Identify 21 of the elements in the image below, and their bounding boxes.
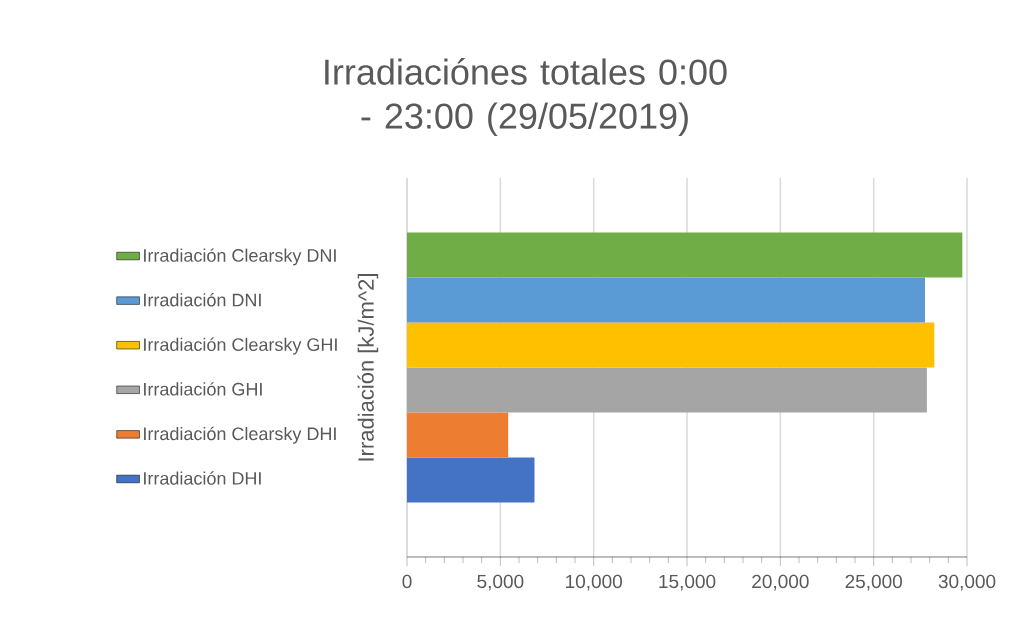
legend-label: Irradiación Clearsky GHI bbox=[144, 337, 337, 355]
chart-title: Irradiaciónes totales 0:00 - 23:00 (29/05/2019) bbox=[325, 58, 727, 136]
legend-label: Irradiación Clearsky DNI bbox=[144, 248, 336, 266]
x-tick-label: 5,000 bbox=[477, 574, 524, 591]
bar bbox=[407, 232, 963, 278]
bar bbox=[407, 367, 927, 413]
bar bbox=[407, 277, 926, 323]
x-tick-label: 10,000 bbox=[566, 574, 622, 591]
bar bbox=[407, 412, 509, 458]
legend-label: Irradiación GHI bbox=[144, 382, 262, 396]
x-tick-label: 0 bbox=[402, 574, 412, 589]
x-tick-label: 25,000 bbox=[845, 574, 902, 591]
x-tick-label: 30,000 bbox=[938, 574, 996, 591]
x-tick-label: 20,000 bbox=[752, 574, 809, 591]
legend-label: Irradiación DHI bbox=[144, 471, 261, 485]
legend-label: Irradiación DNI bbox=[144, 292, 261, 307]
bar bbox=[407, 322, 935, 368]
y-axis-title: Irradiación [kJ/m^2] bbox=[357, 274, 379, 461]
legend-label: Irradiación Clearsky DHI bbox=[144, 426, 336, 444]
bar bbox=[407, 457, 535, 503]
x-tick-label: 15,000 bbox=[659, 574, 716, 591]
